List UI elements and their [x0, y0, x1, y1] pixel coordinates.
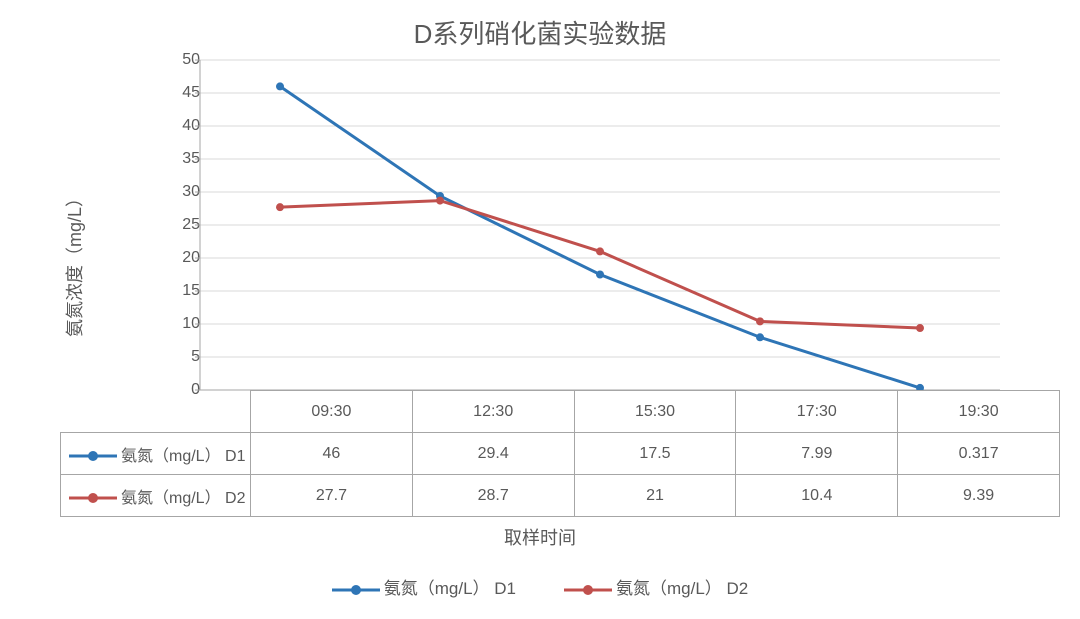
category-cell: 17:30: [736, 391, 898, 433]
y-tick-label: 15: [160, 282, 200, 300]
y-axis-ticks: 05101520253035404550: [160, 60, 200, 390]
data-cell: 29.4: [412, 433, 574, 475]
y-tick-label: 10: [160, 315, 200, 333]
series-marker-D2: [596, 247, 604, 255]
series-marker-D1: [756, 333, 764, 341]
series-marker-D1: [276, 82, 284, 90]
chart-container: D系列硝化菌实验数据 氨氮浓度（mg/L） 051015202530354045…: [0, 0, 1080, 619]
legend-item-D2: 氨氮（mg/L） D2: [564, 574, 748, 599]
series-marker-D2: [756, 317, 764, 325]
data-cell: 10.4: [736, 475, 898, 517]
legend-marker-D1: [332, 583, 380, 597]
y-tick-label: 30: [160, 183, 200, 201]
line-chart-svg: [200, 60, 1000, 390]
category-cell: 19:30: [898, 391, 1060, 433]
data-cell: 27.7: [251, 475, 413, 517]
category-cell: 09:30: [251, 391, 413, 433]
series-line-D2: [280, 201, 920, 328]
series-label: 氨氮（mg/L） D1: [121, 448, 245, 465]
legend: 氨氮（mg/L） D1 氨氮（mg/L） D2: [0, 574, 1080, 599]
series-marker-D2: [916, 324, 924, 332]
series-marker-D2: [276, 203, 284, 211]
series-header-D1: 氨氮（mg/L） D1: [61, 433, 251, 475]
y-tick-label: 45: [160, 84, 200, 102]
data-cell: 28.7: [412, 475, 574, 517]
y-tick-label: 20: [160, 249, 200, 267]
data-cell: 7.99: [736, 433, 898, 475]
y-axis-label: 氨氮浓度（mg/L）: [61, 189, 87, 337]
chart-title: D系列硝化菌实验数据: [0, 14, 1080, 51]
y-tick-label: 25: [160, 216, 200, 234]
x-axis-label: 取样时间: [0, 524, 1080, 550]
legend-marker-D2: [69, 491, 117, 505]
y-tick-label: 5: [160, 348, 200, 366]
plot-area: [200, 60, 1000, 390]
data-table: 09:3012:3015:3017:3019:30 氨氮（mg/L） D1462…: [60, 390, 1060, 517]
series-marker-D1: [596, 271, 604, 279]
y-tick-label: 50: [160, 51, 200, 69]
legend-item-D1: 氨氮（mg/L） D1: [332, 574, 516, 599]
empty-corner-cell: [61, 391, 251, 433]
y-tick-label: 35: [160, 150, 200, 168]
series-header-D2: 氨氮（mg/L） D2: [61, 475, 251, 517]
data-cell: 46: [251, 433, 413, 475]
series-marker-D2: [436, 197, 444, 205]
data-cell: 9.39: [898, 475, 1060, 517]
y-tick-label: 40: [160, 117, 200, 135]
legend-marker-D2: [564, 583, 612, 597]
legend-label: 氨氮（mg/L） D1: [384, 579, 516, 598]
category-cell: 15:30: [574, 391, 736, 433]
series-line-D1: [280, 86, 920, 388]
category-cell: 12:30: [412, 391, 574, 433]
data-cell: 17.5: [574, 433, 736, 475]
series-row-D2: 氨氮（mg/L） D2 27.728.72110.49.39: [61, 475, 1060, 517]
series-row-D1: 氨氮（mg/L） D1 4629.417.57.990.317: [61, 433, 1060, 475]
data-cell: 21: [574, 475, 736, 517]
category-row: 09:3012:3015:3017:3019:30: [61, 391, 1060, 433]
data-cell: 0.317: [898, 433, 1060, 475]
legend-marker-D1: [69, 449, 117, 463]
legend-label: 氨氮（mg/L） D2: [616, 579, 748, 598]
series-label: 氨氮（mg/L） D2: [121, 490, 245, 507]
